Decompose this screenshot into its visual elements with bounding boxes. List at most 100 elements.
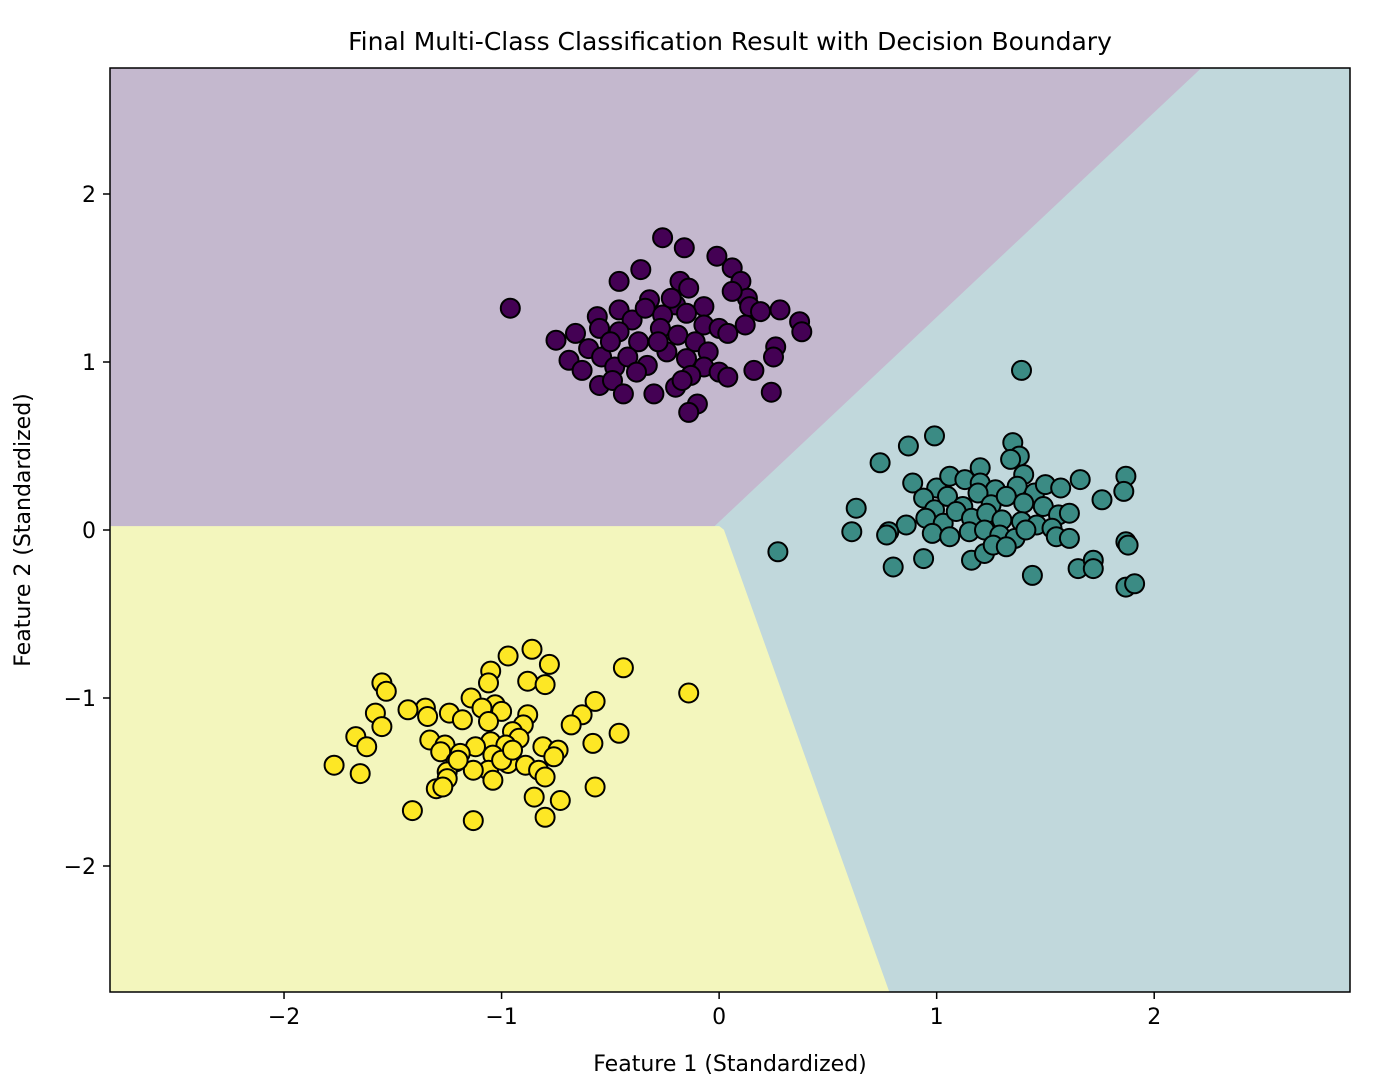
point-class-2 <box>521 638 543 660</box>
point-class-0 <box>634 297 656 319</box>
y-tick-label: 0 <box>82 519 96 544</box>
point-class-1 <box>876 524 898 546</box>
point-class-1 <box>913 548 935 570</box>
point-class-1 <box>924 425 945 447</box>
point-class-0 <box>678 277 700 299</box>
point-class-1 <box>1117 534 1139 556</box>
point-class-1 <box>1050 477 1072 499</box>
point-class-2 <box>497 645 519 667</box>
point-class-1 <box>882 556 904 578</box>
point-class-0 <box>721 280 743 302</box>
point-class-0 <box>743 359 765 381</box>
point-class-1 <box>921 522 943 544</box>
point-class-1 <box>1015 519 1037 541</box>
point-class-2 <box>451 709 473 731</box>
point-class-2 <box>502 739 523 761</box>
point-class-1 <box>1058 502 1080 524</box>
point-class-0 <box>499 297 521 319</box>
point-class-0 <box>791 321 813 343</box>
point-class-2 <box>678 682 700 704</box>
point-class-1 <box>939 526 961 548</box>
point-class-0 <box>630 259 652 281</box>
point-class-0 <box>621 309 643 331</box>
point-class-2 <box>371 716 393 738</box>
x-tick-label: −2 <box>268 1005 300 1030</box>
point-class-2 <box>323 754 345 776</box>
point-class-2 <box>482 769 504 791</box>
point-class-2 <box>356 736 378 758</box>
point-class-0 <box>626 361 647 383</box>
x-tick-label: 1 <box>930 1005 944 1030</box>
point-class-1 <box>895 514 917 536</box>
point-class-0 <box>571 359 593 381</box>
point-class-0 <box>750 301 771 323</box>
point-class-2 <box>430 741 452 763</box>
point-class-2 <box>612 657 634 679</box>
point-class-2 <box>608 722 630 744</box>
y-axis-label: Feature 2 (Standardized) <box>11 393 36 667</box>
y-tick-label: 1 <box>82 351 96 376</box>
point-class-1 <box>841 521 863 543</box>
point-class-0 <box>734 314 756 336</box>
point-class-1 <box>967 482 989 504</box>
point-class-2 <box>462 810 484 832</box>
point-class-0 <box>667 324 689 346</box>
data-points <box>323 227 1146 832</box>
point-class-2 <box>534 766 556 788</box>
point-class-2 <box>543 746 565 768</box>
point-class-2 <box>397 699 419 721</box>
point-class-2 <box>401 800 423 822</box>
point-class-2 <box>447 749 469 771</box>
point-class-0 <box>763 346 784 368</box>
point-class-1 <box>902 472 924 494</box>
point-class-1 <box>1013 492 1035 514</box>
point-class-0 <box>599 331 621 353</box>
point-class-1 <box>995 485 1017 507</box>
point-class-0 <box>652 227 674 249</box>
x-tick-label: −1 <box>485 1005 517 1030</box>
point-class-0 <box>545 329 567 351</box>
point-class-2 <box>534 674 556 696</box>
point-class-2 <box>523 786 545 808</box>
point-class-2 <box>417 706 439 727</box>
axis-ticks: −2 −1 0 1 2 −2 −1 0 1 2 <box>64 183 1162 1030</box>
point-class-0 <box>602 370 623 391</box>
point-class-0 <box>608 270 630 292</box>
point-class-0 <box>660 287 682 309</box>
point-class-0 <box>671 370 693 391</box>
point-class-0 <box>706 245 728 267</box>
point-class-2 <box>560 714 582 736</box>
y-tick-label: −1 <box>64 687 96 712</box>
point-class-1 <box>1113 480 1135 502</box>
point-class-2 <box>349 763 371 785</box>
point-class-0 <box>565 322 586 344</box>
point-class-0 <box>693 296 715 318</box>
point-class-0 <box>643 383 665 405</box>
point-class-2 <box>478 672 499 694</box>
point-class-1 <box>897 435 919 457</box>
point-class-1 <box>1021 564 1043 586</box>
point-class-2 <box>534 806 556 828</box>
point-class-0 <box>760 381 782 403</box>
point-class-0 <box>676 302 697 324</box>
point-class-0 <box>612 383 634 405</box>
y-tick-label: 2 <box>82 183 96 208</box>
x-axis-label: Feature 1 (Standardized) <box>593 1052 867 1077</box>
point-class-1 <box>1011 359 1032 381</box>
decision-regions <box>109 67 1351 993</box>
point-class-2 <box>478 711 499 732</box>
point-class-0 <box>769 299 791 321</box>
point-class-1 <box>845 497 867 519</box>
point-class-2 <box>538 653 560 675</box>
point-class-2 <box>582 732 604 754</box>
point-class-2 <box>432 776 454 798</box>
point-class-2 <box>549 790 571 811</box>
point-class-0 <box>678 401 700 423</box>
x-tick-label: 0 <box>712 1005 726 1030</box>
y-tick-label: −2 <box>64 855 96 880</box>
point-class-1 <box>1069 469 1091 491</box>
point-class-0 <box>589 317 610 339</box>
point-class-0 <box>647 331 669 353</box>
point-class-2 <box>584 690 606 712</box>
